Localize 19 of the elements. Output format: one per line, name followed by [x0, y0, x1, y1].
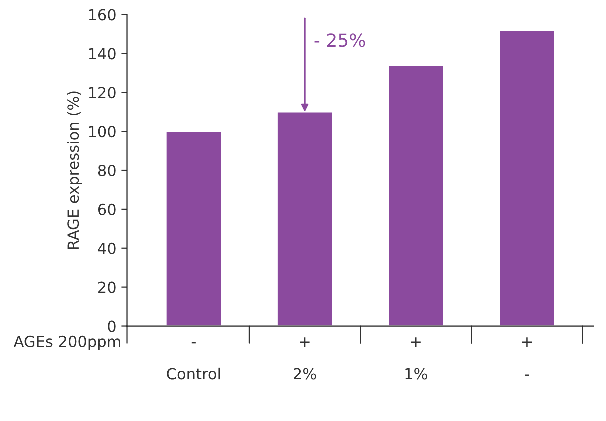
text: AGEs 200ppm — [14, 336, 120, 350]
text: + — [411, 338, 421, 348]
y-tick-label: 100 — [89, 126, 116, 138]
y-tick-label: 40 — [98, 242, 116, 254]
y-tick-label: 160 — [89, 9, 116, 21]
y-tick-label: 80 — [98, 164, 116, 177]
annotation: - 25% — [314, 34, 366, 48]
y-tick-label: 140 — [89, 48, 116, 60]
y-tick-label: 20 — [98, 282, 116, 294]
text: + — [522, 338, 532, 348]
y-tick-label: 120 — [89, 87, 116, 99]
y-axis-title: RAGE expression (%) — [67, 92, 82, 250]
text: + — [300, 338, 310, 348]
x-tick-label: 1% — [406, 368, 428, 380]
x-tick-label: 2% — [294, 368, 316, 380]
y-tick-label: 0 — [108, 320, 116, 332]
x-tick-label: Control — [167, 368, 220, 380]
text: - — [192, 342, 196, 344]
y-tick-label: 60 — [98, 204, 116, 216]
